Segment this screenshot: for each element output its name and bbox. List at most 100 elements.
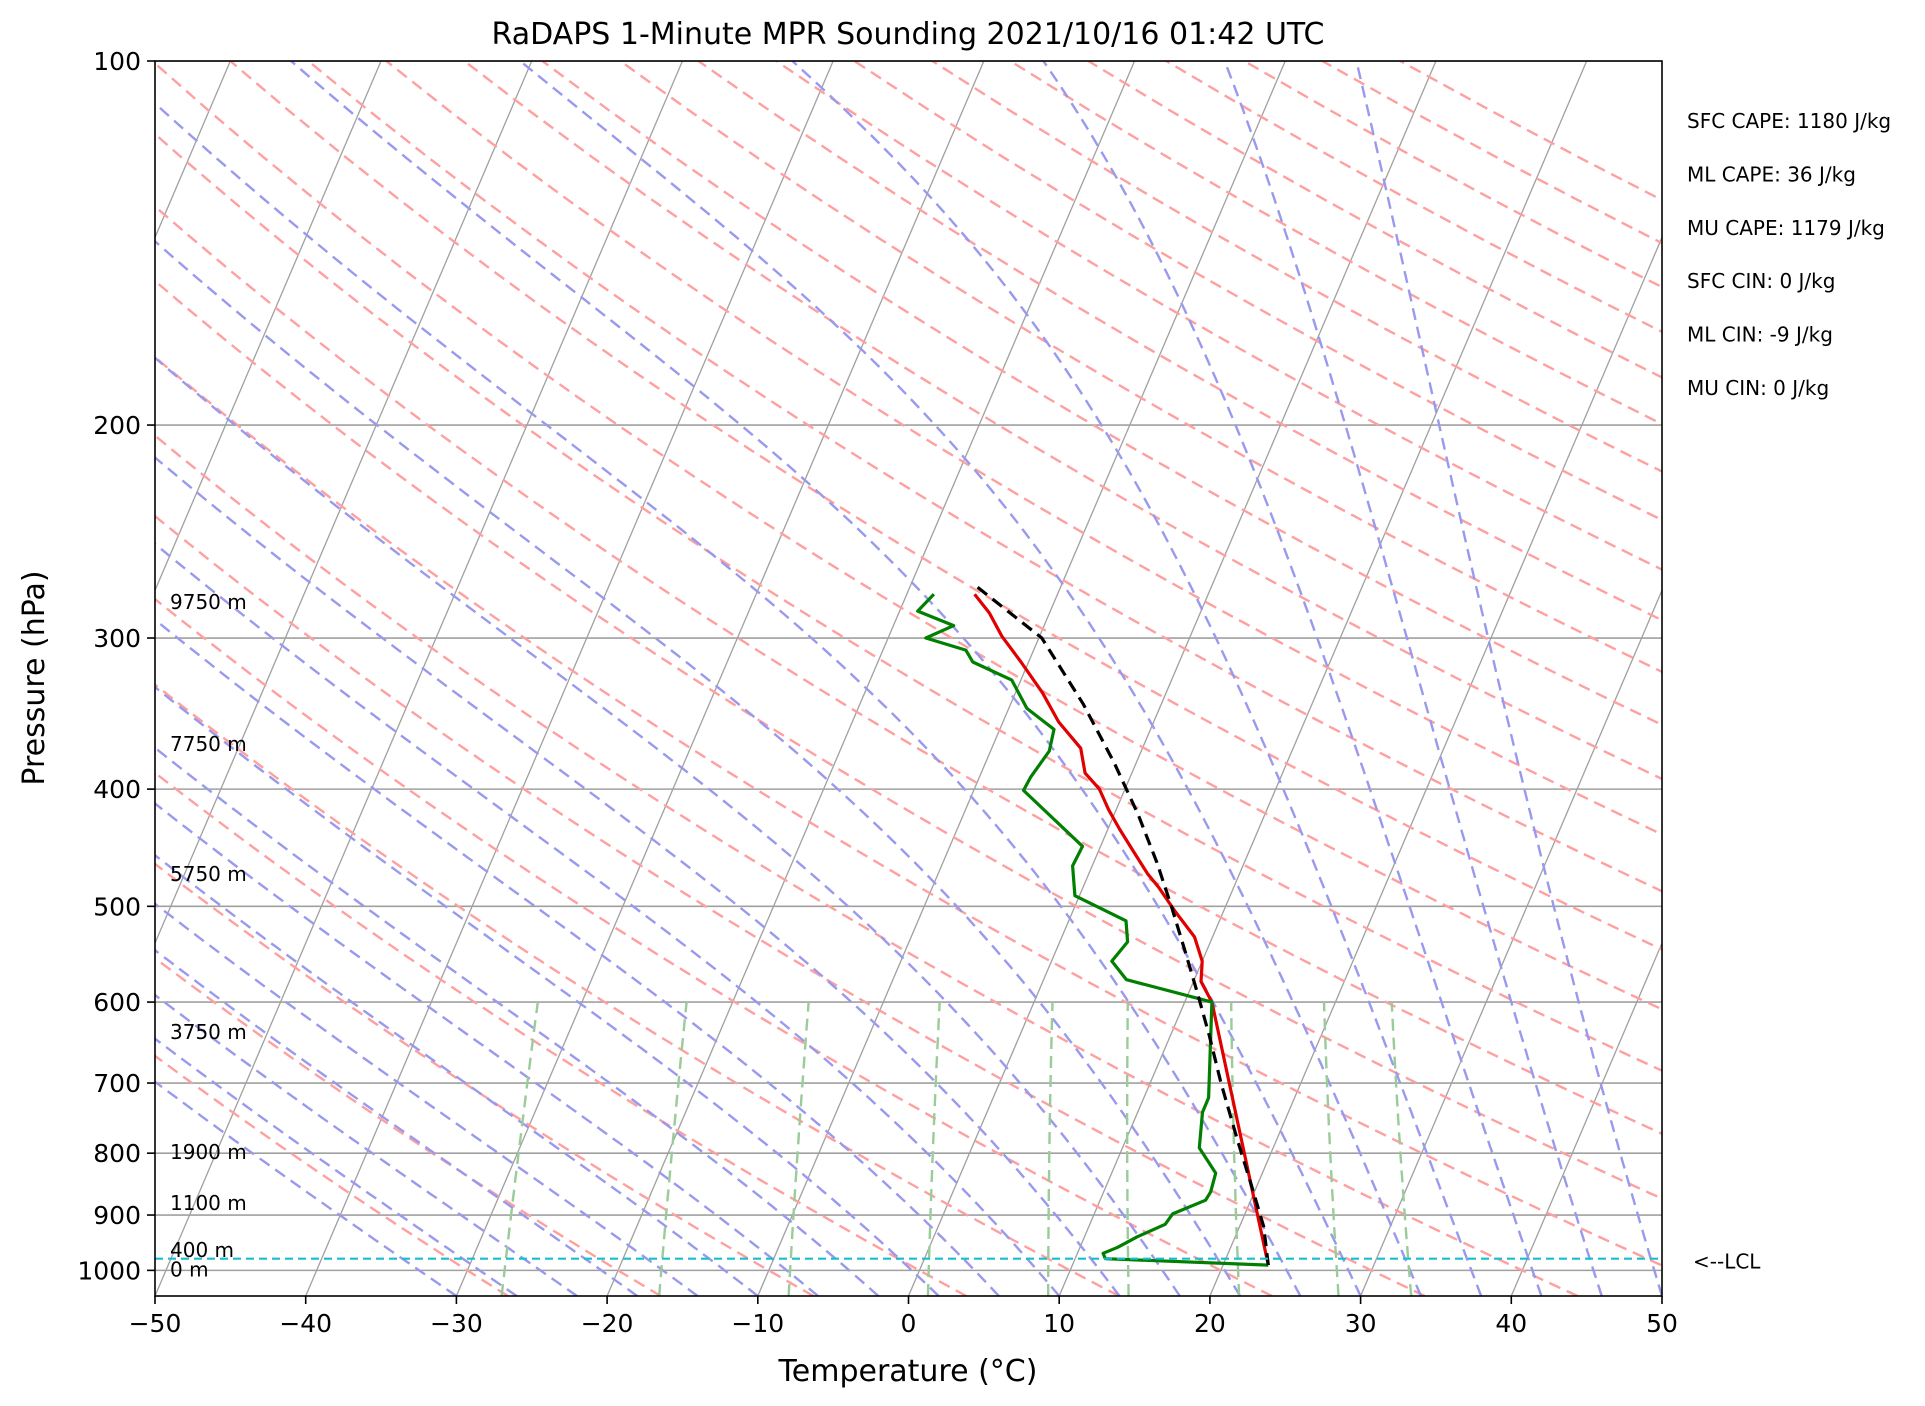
- y-axis-title: Pressure (hPa): [17, 570, 52, 785]
- moist-adiabat-line: [1355, 61, 1662, 1296]
- dry-adiabat-line: [155, 597, 1273, 1296]
- dry-adiabat-line: [155, 683, 1120, 1296]
- y-tick-label: 200: [93, 411, 141, 440]
- x-tick-label: −20: [581, 1309, 634, 1338]
- moist-adiabat-line: [155, 902, 699, 1296]
- isotherm-line: [757, 61, 1286, 1296]
- isotherm-line: [1510, 941, 1662, 1296]
- dry-adiabat-line: [541, 61, 1662, 727]
- moist-adiabat-line: [155, 801, 819, 1296]
- isotherm-line: [155, 61, 382, 592]
- isotherm-line: [1058, 61, 1588, 1296]
- x-tick-label: 50: [1646, 1309, 1678, 1338]
- temperature-profile-line: [973, 593, 1270, 1266]
- mixing-ratio-line: [657, 1001, 688, 1296]
- moist-adiabat-line: [155, 455, 1121, 1296]
- stat-label: MU CIN: 0 J/kg: [1687, 376, 1829, 400]
- height-label: 400 m: [170, 1238, 234, 1262]
- stat-label: MU CAPE: 1179 J/kg: [1687, 216, 1885, 240]
- stat-label: SFC CAPE: 1180 J/kg: [1687, 109, 1891, 133]
- x-tick-label: −40: [279, 1309, 332, 1338]
- dry-adiabat-line: [155, 434, 1579, 1296]
- y-tick-label: 500: [93, 892, 141, 921]
- y-tick-label: 1000: [77, 1256, 141, 1285]
- dry-adiabat-line: [155, 1054, 509, 1296]
- isotherm-line: [1360, 588, 1662, 1296]
- moist-adiabat-line: [1223, 61, 1603, 1296]
- dry-adiabat-line: [155, 355, 1662, 1267]
- isotherm-line: [305, 61, 834, 1296]
- y-tick-label: 100: [93, 47, 141, 76]
- dry-adiabat-line: [385, 61, 1662, 836]
- x-tick-label: 0: [901, 1309, 917, 1338]
- mixing-ratio-line: [926, 1002, 941, 1296]
- dry-adiabat-line: [697, 61, 1662, 622]
- isotherm-line: [1209, 235, 1662, 1296]
- moist-adiabat-line: [155, 542, 1061, 1296]
- mixing-ratio-line: [1047, 1002, 1054, 1296]
- mixing-ratio-line: [1230, 1002, 1241, 1296]
- y-tick-label: 800: [93, 1139, 141, 1168]
- isotherm-line: [155, 61, 684, 1296]
- dry-adiabat-line: [619, 61, 1662, 674]
- x-tick-label: −50: [129, 1309, 182, 1338]
- height-label: 1100 m: [170, 1191, 247, 1215]
- dry-adiabat-line: [155, 956, 662, 1296]
- stat-label: ML CIN: -9 J/kg: [1687, 323, 1833, 347]
- y-tick-label: 400: [93, 775, 141, 804]
- isotherm-line: [907, 61, 1437, 1296]
- sounding-series: [155, 583, 1662, 1267]
- moist-adiabat-line: [155, 356, 1181, 1296]
- dry-adiabat-line: [155, 61, 1662, 1011]
- height-label: 5750 m: [170, 862, 247, 886]
- moist-adiabat-line: [155, 685, 940, 1296]
- moist-adiabat-line: [519, 61, 1422, 1296]
- x-axis-title: Temperature (°C): [778, 1354, 1038, 1389]
- moist-adiabat-line: [155, 746, 880, 1296]
- x-tick-label: 40: [1495, 1309, 1527, 1338]
- x-tick-label: 30: [1345, 1309, 1377, 1338]
- chart-title: RaDAPS 1-Minute MPR Sounding 2021/10/16 …: [492, 17, 1325, 52]
- mixing-ratio-line: [1322, 1002, 1340, 1296]
- dry-adiabat-line: [155, 771, 967, 1296]
- y-tick-label: 700: [93, 1069, 141, 1098]
- dry-adiabat-line: [155, 204, 1662, 1136]
- y-tick-label: 900: [93, 1201, 141, 1230]
- dewpoint-profile-line: [916, 593, 1269, 1267]
- height-label: 9750 m: [170, 590, 247, 614]
- x-tick-label: 10: [1043, 1309, 1075, 1338]
- x-tick-label: −10: [731, 1309, 784, 1338]
- dry-adiabat-line: [155, 279, 1662, 1200]
- height-label: 7750 m: [170, 732, 247, 756]
- lcl-label: <--LCL: [1693, 1250, 1761, 1274]
- dry-adiabat-line: [155, 514, 1426, 1296]
- annotations: 9750 m 7750 m 5750 m 3750 m 1900 m 1100 m 400 …: [170, 109, 1891, 1281]
- mixing-ratio-line: [787, 1002, 810, 1296]
- mixing-ratio-line: [1125, 1002, 1130, 1296]
- x-tick-label: −30: [430, 1309, 483, 1338]
- dry-adiabat-line: [155, 132, 1662, 1072]
- isotherm-line: [606, 61, 1136, 1296]
- y-tick-label: 600: [93, 988, 141, 1017]
- y-tick-label: 300: [93, 624, 141, 653]
- moist-adiabat-line: [155, 239, 1242, 1296]
- stat-label: SFC CIN: 0 J/kg: [1687, 269, 1835, 293]
- dry-adiabat-line: [155, 862, 815, 1296]
- mixing-ratio-line: [1390, 1002, 1413, 1296]
- parcel-profile-line: [973, 583, 1270, 1266]
- height-label: 0 m: [170, 1257, 209, 1281]
- x-tick-label: 20: [1194, 1309, 1226, 1338]
- stat-label: ML CAPE: 36 J/kg: [1687, 162, 1856, 186]
- moist-adiabat-line: [290, 61, 1362, 1296]
- isotherm-line: [155, 61, 533, 945]
- moist-adiabat-line: [155, 853, 759, 1296]
- moist-adiabat-line: [155, 618, 1000, 1296]
- height-label: 1900 m: [170, 1140, 247, 1164]
- mixing-ratio-line: [500, 1001, 539, 1296]
- moist-adiabat-line: [155, 101, 1302, 1296]
- dry-adiabat-line: [775, 61, 1662, 571]
- moist-adiabat-line: [1042, 61, 1543, 1296]
- height-label: 3750 m: [170, 1020, 247, 1044]
- dry-adiabat-line: [229, 61, 1662, 951]
